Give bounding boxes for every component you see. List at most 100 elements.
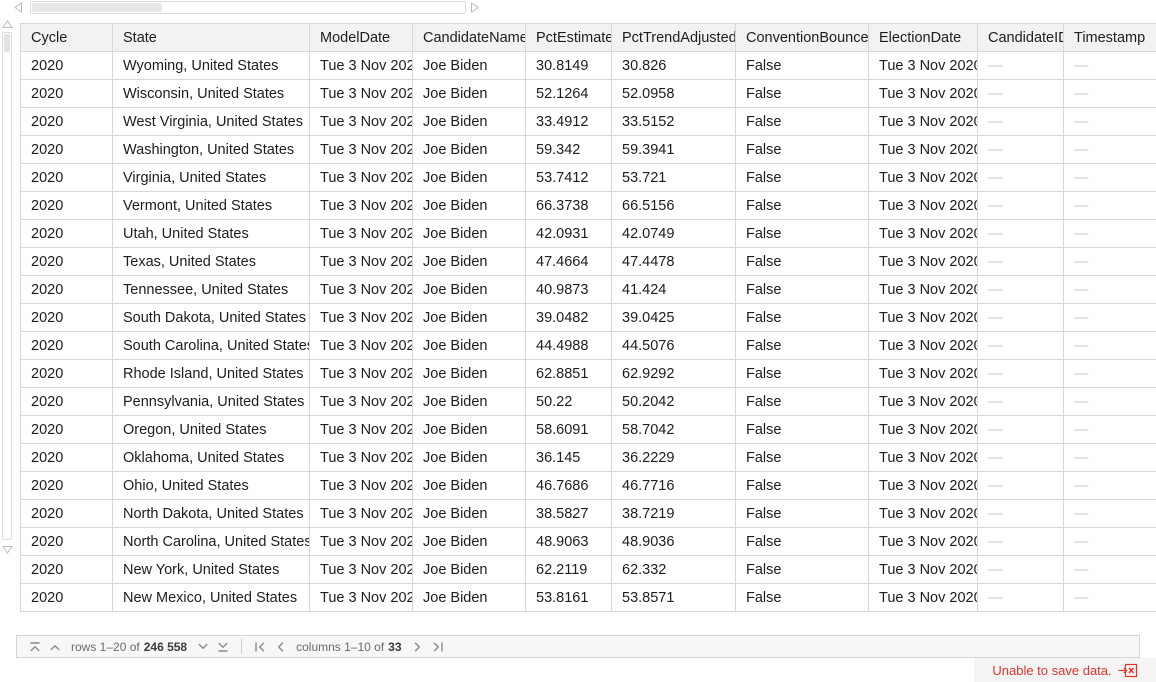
column-header-modeldate: ModelDate xyxy=(309,23,413,52)
cell-cycle: 2020 xyxy=(20,387,113,416)
cell-model-date: Tue 3 Nov 2020 xyxy=(309,247,413,276)
v-scroll-down-arrow-icon[interactable] xyxy=(1,543,14,556)
cell-model-date: Tue 3 Nov 2020 xyxy=(309,275,413,304)
cell-pct-estimate: 42.0931 xyxy=(525,219,612,248)
cell-state: North Carolina, United States xyxy=(112,527,310,556)
cell-pct-trend-adjusted: 47.4478 xyxy=(611,247,736,276)
cell-state: Virginia, United States xyxy=(112,163,310,192)
cell-convention-bounce: False xyxy=(735,303,869,332)
cell-cycle: 2020 xyxy=(20,191,113,220)
table-row: 2020 New York, United States Tue 3 Nov 2… xyxy=(20,555,1156,584)
v-scroll-thumb[interactable] xyxy=(4,34,10,52)
next-rows-button[interactable] xyxy=(193,637,213,657)
table-row: 2020 New Mexico, United States Tue 3 Nov… xyxy=(20,583,1156,612)
table-row: 2020 Pennsylvania, United States Tue 3 N… xyxy=(20,387,1156,416)
cell-pct-estimate: 58.6091 xyxy=(525,415,612,444)
column-header-cycle: Cycle xyxy=(20,23,113,52)
cell-candidate-name: Joe Biden xyxy=(412,359,526,388)
cell-pct-estimate: 52.1264 xyxy=(525,79,612,108)
cell-candidate-id: — xyxy=(977,303,1064,332)
cell-timestamp: — xyxy=(1063,359,1156,388)
cell-model-date: Tue 3 Nov 2020 xyxy=(309,51,413,80)
cell-election-date: Tue 3 Nov 2020 xyxy=(868,499,978,528)
cell-candidate-name: Joe Biden xyxy=(412,275,526,304)
cell-pct-estimate: 46.7686 xyxy=(525,471,612,500)
cell-state: Oregon, United States xyxy=(112,415,310,444)
cell-candidate-name: Joe Biden xyxy=(412,415,526,444)
h-scroll-right-arrow-icon[interactable] xyxy=(468,1,481,14)
cell-candidate-name: Joe Biden xyxy=(412,79,526,108)
cell-model-date: Tue 3 Nov 2020 xyxy=(309,163,413,192)
column-header-electiondate: ElectionDate xyxy=(868,23,978,52)
cell-pct-estimate: 66.3738 xyxy=(525,191,612,220)
cell-election-date: Tue 3 Nov 2020 xyxy=(868,527,978,556)
cell-convention-bounce: False xyxy=(735,443,869,472)
cell-convention-bounce: False xyxy=(735,415,869,444)
last-rows-button[interactable] xyxy=(213,637,233,657)
cell-pct-trend-adjusted: 44.5076 xyxy=(611,331,736,360)
cell-election-date: Tue 3 Nov 2020 xyxy=(868,415,978,444)
cell-state: Washington, United States xyxy=(112,135,310,164)
cell-model-date: Tue 3 Nov 2020 xyxy=(309,415,413,444)
v-scroll-up-arrow-icon[interactable] xyxy=(1,18,14,31)
h-scroll-track[interactable] xyxy=(30,1,466,14)
cell-election-date: Tue 3 Nov 2020 xyxy=(868,471,978,500)
cell-convention-bounce: False xyxy=(735,331,869,360)
cell-election-date: Tue 3 Nov 2020 xyxy=(868,443,978,472)
cell-candidate-id: — xyxy=(977,107,1064,136)
cell-candidate-id: — xyxy=(977,191,1064,220)
cell-state: Utah, United States xyxy=(112,219,310,248)
first-columns-button[interactable] xyxy=(250,637,270,657)
cell-pct-trend-adjusted: 53.721 xyxy=(611,163,736,192)
cell-model-date: Tue 3 Nov 2020 xyxy=(309,219,413,248)
v-scroll-track[interactable] xyxy=(2,32,12,540)
cell-convention-bounce: False xyxy=(735,107,869,136)
cell-cycle: 2020 xyxy=(20,51,113,80)
cell-candidate-name: Joe Biden xyxy=(412,527,526,556)
cell-pct-trend-adjusted: 48.9036 xyxy=(611,527,736,556)
cell-candidate-name: Joe Biden xyxy=(412,443,526,472)
cell-candidate-id: — xyxy=(977,275,1064,304)
cell-candidate-id: — xyxy=(977,471,1064,500)
cell-state: Texas, United States xyxy=(112,247,310,276)
h-scroll-left-arrow-icon[interactable] xyxy=(12,1,25,14)
next-columns-button[interactable] xyxy=(408,637,428,657)
cell-timestamp: — xyxy=(1063,583,1156,612)
save-error-banner: Unable to save data. xyxy=(974,658,1156,682)
prev-rows-button[interactable] xyxy=(45,637,65,657)
cell-convention-bounce: False xyxy=(735,191,869,220)
last-columns-button[interactable] xyxy=(428,637,448,657)
cell-timestamp: — xyxy=(1063,79,1156,108)
cell-candidate-name: Joe Biden xyxy=(412,107,526,136)
cell-timestamp: — xyxy=(1063,219,1156,248)
chevron-down-bar-icon xyxy=(218,642,228,652)
prev-columns-button[interactable] xyxy=(270,637,290,657)
rows-total: 246 558 xyxy=(143,639,188,654)
first-rows-button[interactable] xyxy=(25,637,45,657)
cell-model-date: Tue 3 Nov 2020 xyxy=(309,107,413,136)
cell-pct-estimate: 36.145 xyxy=(525,443,612,472)
cell-candidate-name: Joe Biden xyxy=(412,583,526,612)
cell-cycle: 2020 xyxy=(20,415,113,444)
cell-election-date: Tue 3 Nov 2020 xyxy=(868,247,978,276)
cell-convention-bounce: False xyxy=(735,163,869,192)
cell-pct-trend-adjusted: 59.3941 xyxy=(611,135,736,164)
cell-state: New Mexico, United States xyxy=(112,583,310,612)
h-scroll-thumb[interactable] xyxy=(32,3,162,12)
cell-election-date: Tue 3 Nov 2020 xyxy=(868,583,978,612)
table-row: 2020 Wisconsin, United States Tue 3 Nov … xyxy=(20,79,1156,108)
cell-candidate-id: — xyxy=(977,359,1064,388)
cell-pct-trend-adjusted: 62.9292 xyxy=(611,359,736,388)
cell-cycle: 2020 xyxy=(20,107,113,136)
cell-convention-bounce: False xyxy=(735,499,869,528)
save-error-icon xyxy=(1118,663,1137,677)
cell-candidate-name: Joe Biden xyxy=(412,163,526,192)
cell-convention-bounce: False xyxy=(735,79,869,108)
cell-state: Wisconsin, United States xyxy=(112,79,310,108)
columns-total: 33 xyxy=(388,639,402,654)
cell-cycle: 2020 xyxy=(20,331,113,360)
cell-timestamp: — xyxy=(1063,555,1156,584)
cell-model-date: Tue 3 Nov 2020 xyxy=(309,303,413,332)
cell-pct-estimate: 30.8149 xyxy=(525,51,612,80)
cell-model-date: Tue 3 Nov 2020 xyxy=(309,443,413,472)
